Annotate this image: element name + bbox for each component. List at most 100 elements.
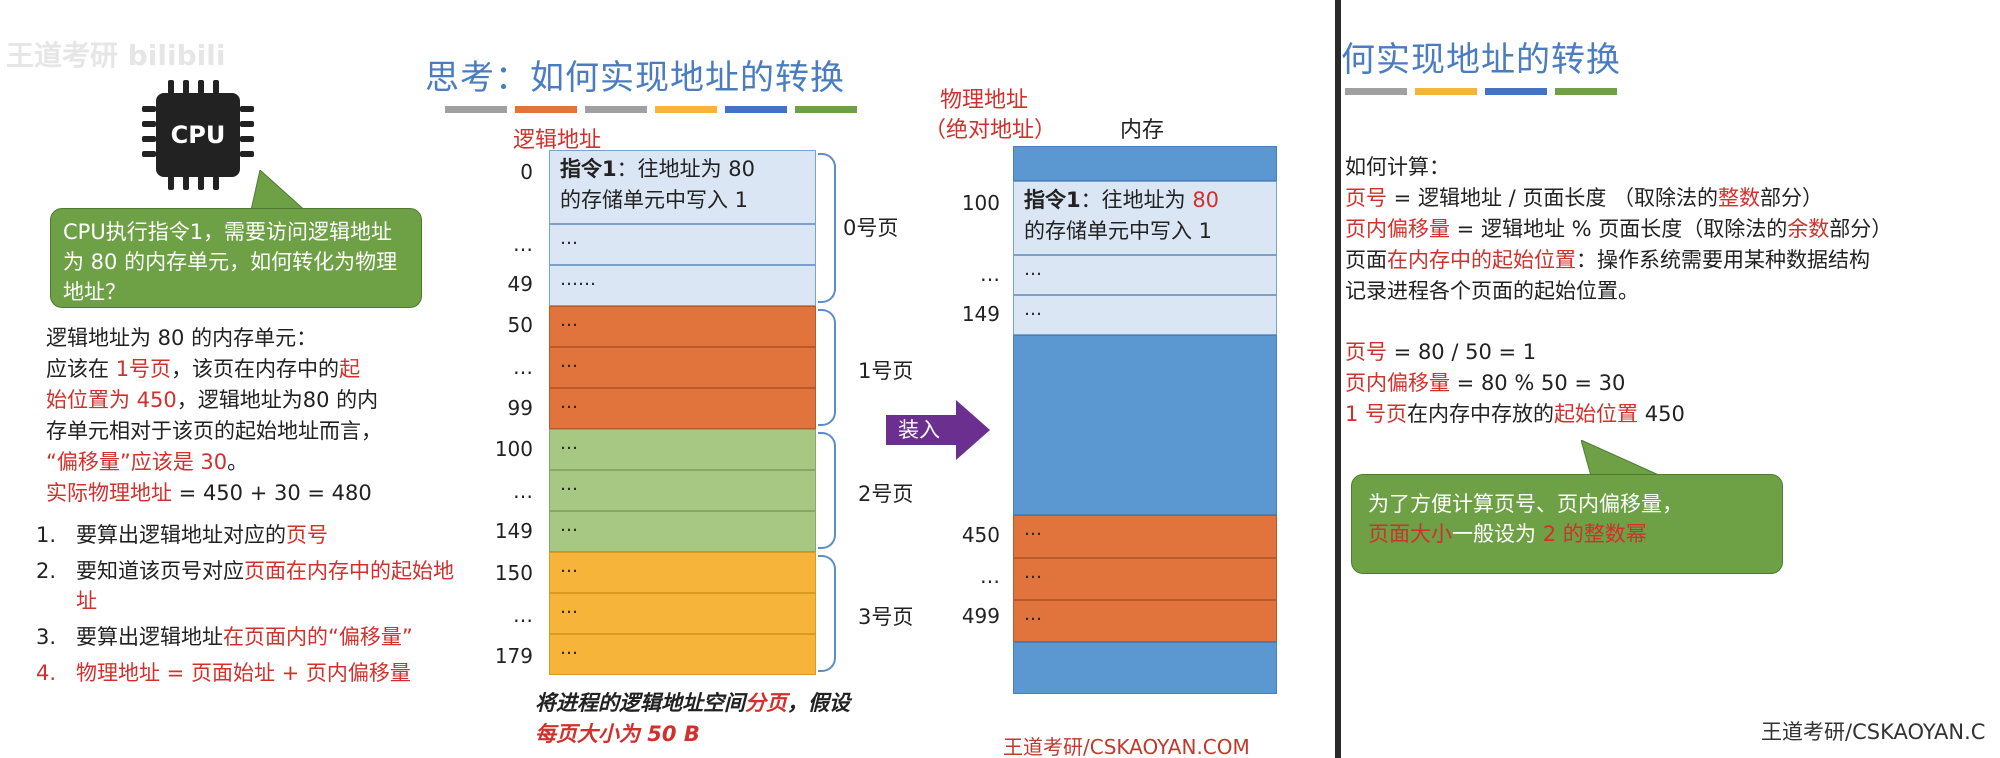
stripe	[1485, 88, 1547, 95]
logical-addr: 0	[520, 160, 533, 184]
logical-cell-instruction: 指令1：往地址为 80 的存储单元中写入 1	[549, 150, 816, 224]
physical-addr: 149	[961, 302, 1000, 326]
logical-addr: 50	[507, 313, 533, 337]
logical-cell: …	[549, 593, 816, 634]
page-brace	[818, 555, 836, 672]
stripe	[515, 106, 577, 113]
cpu-chip-icon: CPU	[138, 78, 258, 193]
logical-cell: …	[549, 347, 816, 388]
how-to-compute: 如何计算： 页号 = 逻辑地址 / 页面长度 （取除法的整数部分） 页内偏移量 …	[1345, 152, 1995, 307]
how-heading: 如何计算：	[1345, 155, 1450, 179]
calc-line: 页内偏移量 = 80 % 50 = 30	[1345, 371, 1626, 395]
logical-addr: 179	[494, 644, 533, 668]
power-of-two-callout: 为了方便计算页号、页内偏移量， 页面大小一般设为 2 的整数幂	[1351, 474, 1783, 574]
formula-line: 页号 = 逻辑地址 / 页面长度 （取除法的整数部分）	[1345, 186, 1824, 210]
step-item: 3. 要算出逻辑地址在页面内的“偏移量”	[36, 625, 413, 649]
logical-cell: …	[549, 511, 816, 552]
cpu-callout: CPU执行指令1，需要访问逻辑地址为 80 的内存单元，如何转化为物理地址？	[50, 208, 422, 308]
memory-cell: …	[1013, 295, 1277, 335]
stripe	[725, 106, 787, 113]
step-item: 2. 要知道该页号对应页面在内存中的起始地址	[36, 559, 454, 613]
stripe	[1345, 88, 1407, 95]
left-slide: 王道考研 bilibili 思考：如何实现地址的转换 CPU CPU执行指令1，…	[6, 39, 1277, 758]
title-stripes	[445, 106, 857, 113]
memory-cell: …	[1013, 515, 1277, 558]
load-arrow-icon	[886, 400, 990, 460]
memory-label: 内存	[1120, 118, 1165, 143]
physical-addr: 499	[961, 604, 1000, 628]
logical-cell: …	[549, 470, 816, 511]
physical-addr: …	[980, 262, 1000, 286]
right-slide: 何实现地址的转换 如何计算： 页号 = 逻辑地址 / 页面长度 （取除法的整数部…	[1341, 0, 2000, 758]
memory-block	[1013, 146, 1277, 181]
logical-cell: ……	[549, 265, 816, 306]
stripe	[585, 106, 647, 113]
load-label: 装入	[898, 418, 940, 442]
formula-line: 页内偏移量 = 逻辑地址 % 页面长度（取除法的余数部分）	[1345, 217, 1893, 241]
callout-pointer-icon	[1581, 440, 1662, 476]
logical-cell: …	[549, 224, 816, 265]
logical-cell: …	[549, 552, 816, 593]
step-item: 4. 物理地址 = 页面始址 + 页内偏移量	[36, 661, 411, 685]
logical-addr: 100	[494, 437, 533, 461]
callout-pointer-icon	[249, 170, 311, 215]
explain-line: 实际物理地址 = 450 + 30 = 480	[46, 481, 372, 505]
physical-addr: 450	[961, 523, 1000, 547]
logical-addr: 149	[494, 519, 533, 543]
watermark: 王道考研 bilibili	[6, 39, 226, 72]
physical-addr: 100	[961, 191, 1000, 215]
cpu-label: CPU	[156, 93, 240, 177]
stripe	[1555, 88, 1617, 95]
formula-line: 记录进程各个页面的起始位置。	[1345, 279, 1639, 303]
steps-list: 1. 要算出逻辑地址对应的页号 2. 要知道该页号对应页面在内存中的起始地址 3. 要…	[36, 520, 466, 688]
calc-line: 页号 = 80 / 50 = 1	[1345, 340, 1537, 364]
logical-addr: …	[513, 355, 533, 379]
explain-line: “偏移量”应该是 30。	[46, 450, 249, 474]
explain-line: 存单元相对于该页的起始地址而言，	[46, 419, 382, 443]
logical-address-label: 逻辑地址	[513, 128, 602, 153]
logical-addr: 49	[507, 272, 533, 296]
explain-line: 始位置为 450，逻辑地址为80 的内	[46, 388, 379, 412]
physical-address-label: 物理地址	[940, 88, 1029, 113]
logical-addr: …	[513, 232, 533, 256]
logical-addr: 99	[507, 396, 533, 420]
explain-line: 逻辑地址为 80 的内存单元：	[46, 326, 318, 350]
footer-right: 王道考研/CSKAOYAN.C	[1761, 720, 1986, 744]
page-label-2: 2号页	[858, 482, 914, 506]
logical-cell: …	[549, 429, 816, 470]
right-slide-title: 何实现地址的转换	[1341, 40, 1621, 80]
stripe	[655, 106, 717, 113]
calc-line: 1 号页在内存中存放的起始位置 450	[1345, 402, 1685, 426]
footer-left: 王道考研/CSKAOYAN.COM	[1003, 735, 1250, 758]
memory-cell-instruction: 指令1：往地址为 80 的存储单元中写入 1	[1013, 181, 1277, 255]
logical-addr: …	[513, 603, 533, 627]
memory-cell: …	[1013, 558, 1277, 600]
stripe	[1415, 88, 1477, 95]
right-title-stripes	[1345, 88, 1617, 95]
stripe	[445, 106, 507, 113]
page-brace	[818, 309, 836, 426]
logical-cell: …	[549, 306, 816, 347]
explain-line: 应该在 1号页，该页在内存中的起	[46, 357, 361, 381]
computation-example: 页号 = 80 / 50 = 1 页内偏移量 = 80 % 50 = 30 1 …	[1345, 337, 1995, 430]
page-label-1: 1号页	[858, 359, 914, 383]
logical-addr: …	[513, 479, 533, 503]
caption: 将进程的逻辑地址空间分页，假设每页大小为 50 B	[535, 691, 850, 746]
slide-divider	[1335, 0, 1341, 758]
logical-cell: …	[549, 388, 816, 429]
slide-title: 思考：如何实现地址的转换	[425, 58, 845, 98]
page-label-0: 0号页	[843, 216, 899, 240]
logical-addr: 150	[494, 561, 533, 585]
physical-addr: …	[980, 564, 1000, 588]
page-brace	[818, 432, 836, 549]
memory-block	[1013, 642, 1277, 694]
explanation-text: 逻辑地址为 80 的内存单元： 应该在 1号页，该页在内存中的起 始位置为 45…	[46, 323, 466, 509]
page-label-3: 3号页	[858, 605, 914, 629]
memory-cell: …	[1013, 600, 1277, 642]
memory-block	[1013, 335, 1277, 515]
stripe	[795, 106, 857, 113]
logical-cell: …	[549, 634, 816, 675]
absolute-address-label: （绝对地址）	[924, 118, 1057, 143]
formula-line: 页面在内存中的起始位置：操作系统需要用某种数据结构	[1345, 248, 1870, 272]
step-item: 1. 要算出逻辑地址对应的页号	[36, 523, 328, 547]
